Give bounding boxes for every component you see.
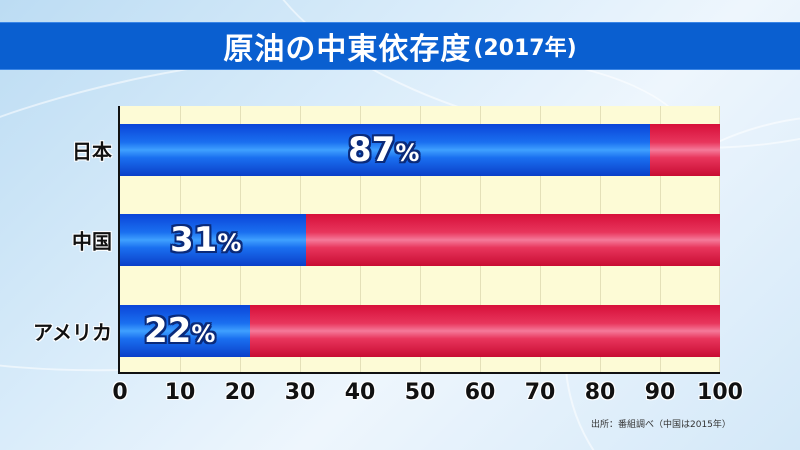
x-tick-label: 30 (284, 380, 316, 405)
x-tick-label: 0 (112, 380, 128, 405)
x-tick-label: 60 (464, 380, 496, 405)
y-axis-line (118, 106, 120, 374)
bar-china: 31% (120, 214, 720, 266)
x-tick-label: 50 (404, 380, 436, 405)
bar-segment-middle-east: 22% (120, 305, 250, 357)
bar-segment-middle-east: 87% (120, 124, 650, 176)
bar-japan: 87% (120, 124, 720, 176)
bar-value-label: 22% (144, 311, 216, 351)
bar-usa: 22% (120, 305, 720, 357)
bar-segment-other (306, 214, 720, 266)
plot-area: 87% 31% 22% (120, 106, 720, 373)
x-tick-label: 100 (697, 380, 743, 405)
x-tick-label: 40 (344, 380, 376, 405)
x-tick-label: 70 (524, 380, 556, 405)
category-label-usa: アメリカ (33, 320, 112, 345)
bar-value-label: 87% (348, 130, 420, 170)
x-tick-label: 80 (584, 380, 616, 405)
bar-segment-other (250, 305, 720, 357)
bar-segment-middle-east: 31% (120, 214, 306, 266)
category-label-japan: 日本 (72, 139, 112, 164)
x-axis-line (118, 372, 720, 374)
title-bar: 原油の中東依存度 (2017年) (0, 22, 800, 70)
chart-title: 原油の中東依存度 (223, 32, 472, 67)
x-tick-label: 90 (644, 380, 676, 405)
bar-value-label: 31% (170, 220, 242, 260)
category-label-china: 中国 (72, 229, 112, 254)
bar-segment-other (650, 124, 720, 176)
source-note: 出所：番組調べ（中国は2015年） (591, 420, 731, 430)
x-tick-label: 10 (164, 380, 196, 405)
chart-title-year: (2017年) (473, 36, 577, 61)
x-tick-label: 20 (224, 380, 256, 405)
